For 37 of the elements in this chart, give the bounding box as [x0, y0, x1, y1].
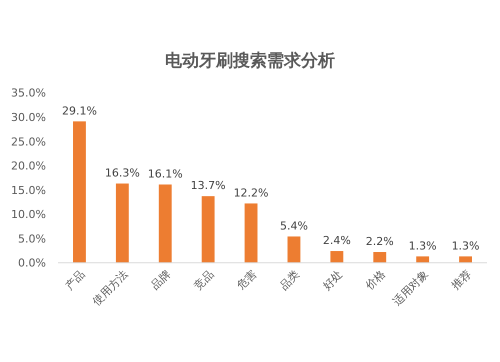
bar: [202, 196, 215, 263]
x-tick-label: 竞品: [192, 268, 216, 292]
x-tick-label: 推荐: [448, 268, 474, 292]
y-tick-label: 0.0%: [18, 256, 46, 270]
data-label: 1.3%: [452, 239, 480, 252]
data-label: 12.2%: [234, 186, 269, 200]
x-tick-label: 使用方法: [90, 268, 130, 308]
data-label: 2.2%: [366, 235, 394, 248]
chart-title: 电动牙刷搜索需求分析: [165, 51, 335, 71]
bar: [373, 252, 386, 263]
bar: [288, 236, 300, 263]
x-tick-label: 价格: [362, 268, 388, 294]
bar: [330, 251, 344, 263]
x-tick-label: 适用对象: [390, 268, 431, 308]
x-tick-label: 产品: [62, 268, 88, 292]
bar: [158, 184, 172, 263]
data-label: 5.4%: [280, 219, 308, 232]
bar: [73, 121, 86, 263]
y-tick-label: 30.0%: [11, 110, 46, 124]
data-label: 16.1%: [148, 168, 183, 180]
bar: [116, 184, 129, 263]
data-label: 1.3%: [408, 239, 437, 252]
y-tick-label: 25.0%: [11, 135, 46, 148]
x-tick-label: 危害: [234, 268, 260, 292]
y-tick-label: 20.0%: [11, 160, 46, 173]
data-label: 2.4%: [322, 234, 351, 248]
y-tick-label: 35.0%: [11, 86, 46, 100]
y-tick-label: 10.0%: [11, 208, 46, 222]
y-tick-label: 5.0%: [18, 232, 46, 246]
data-label: 16.3%: [104, 166, 140, 180]
x-tick-label: 好处: [320, 268, 345, 292]
x-tick-label: 品牌: [148, 268, 174, 292]
bar: [244, 203, 258, 263]
x-tick-label: 品类: [277, 268, 302, 292]
data-label: 13.7%: [190, 179, 226, 192]
y-tick-label: 15.0%: [11, 184, 46, 197]
data-label: 29.1%: [62, 104, 97, 118]
